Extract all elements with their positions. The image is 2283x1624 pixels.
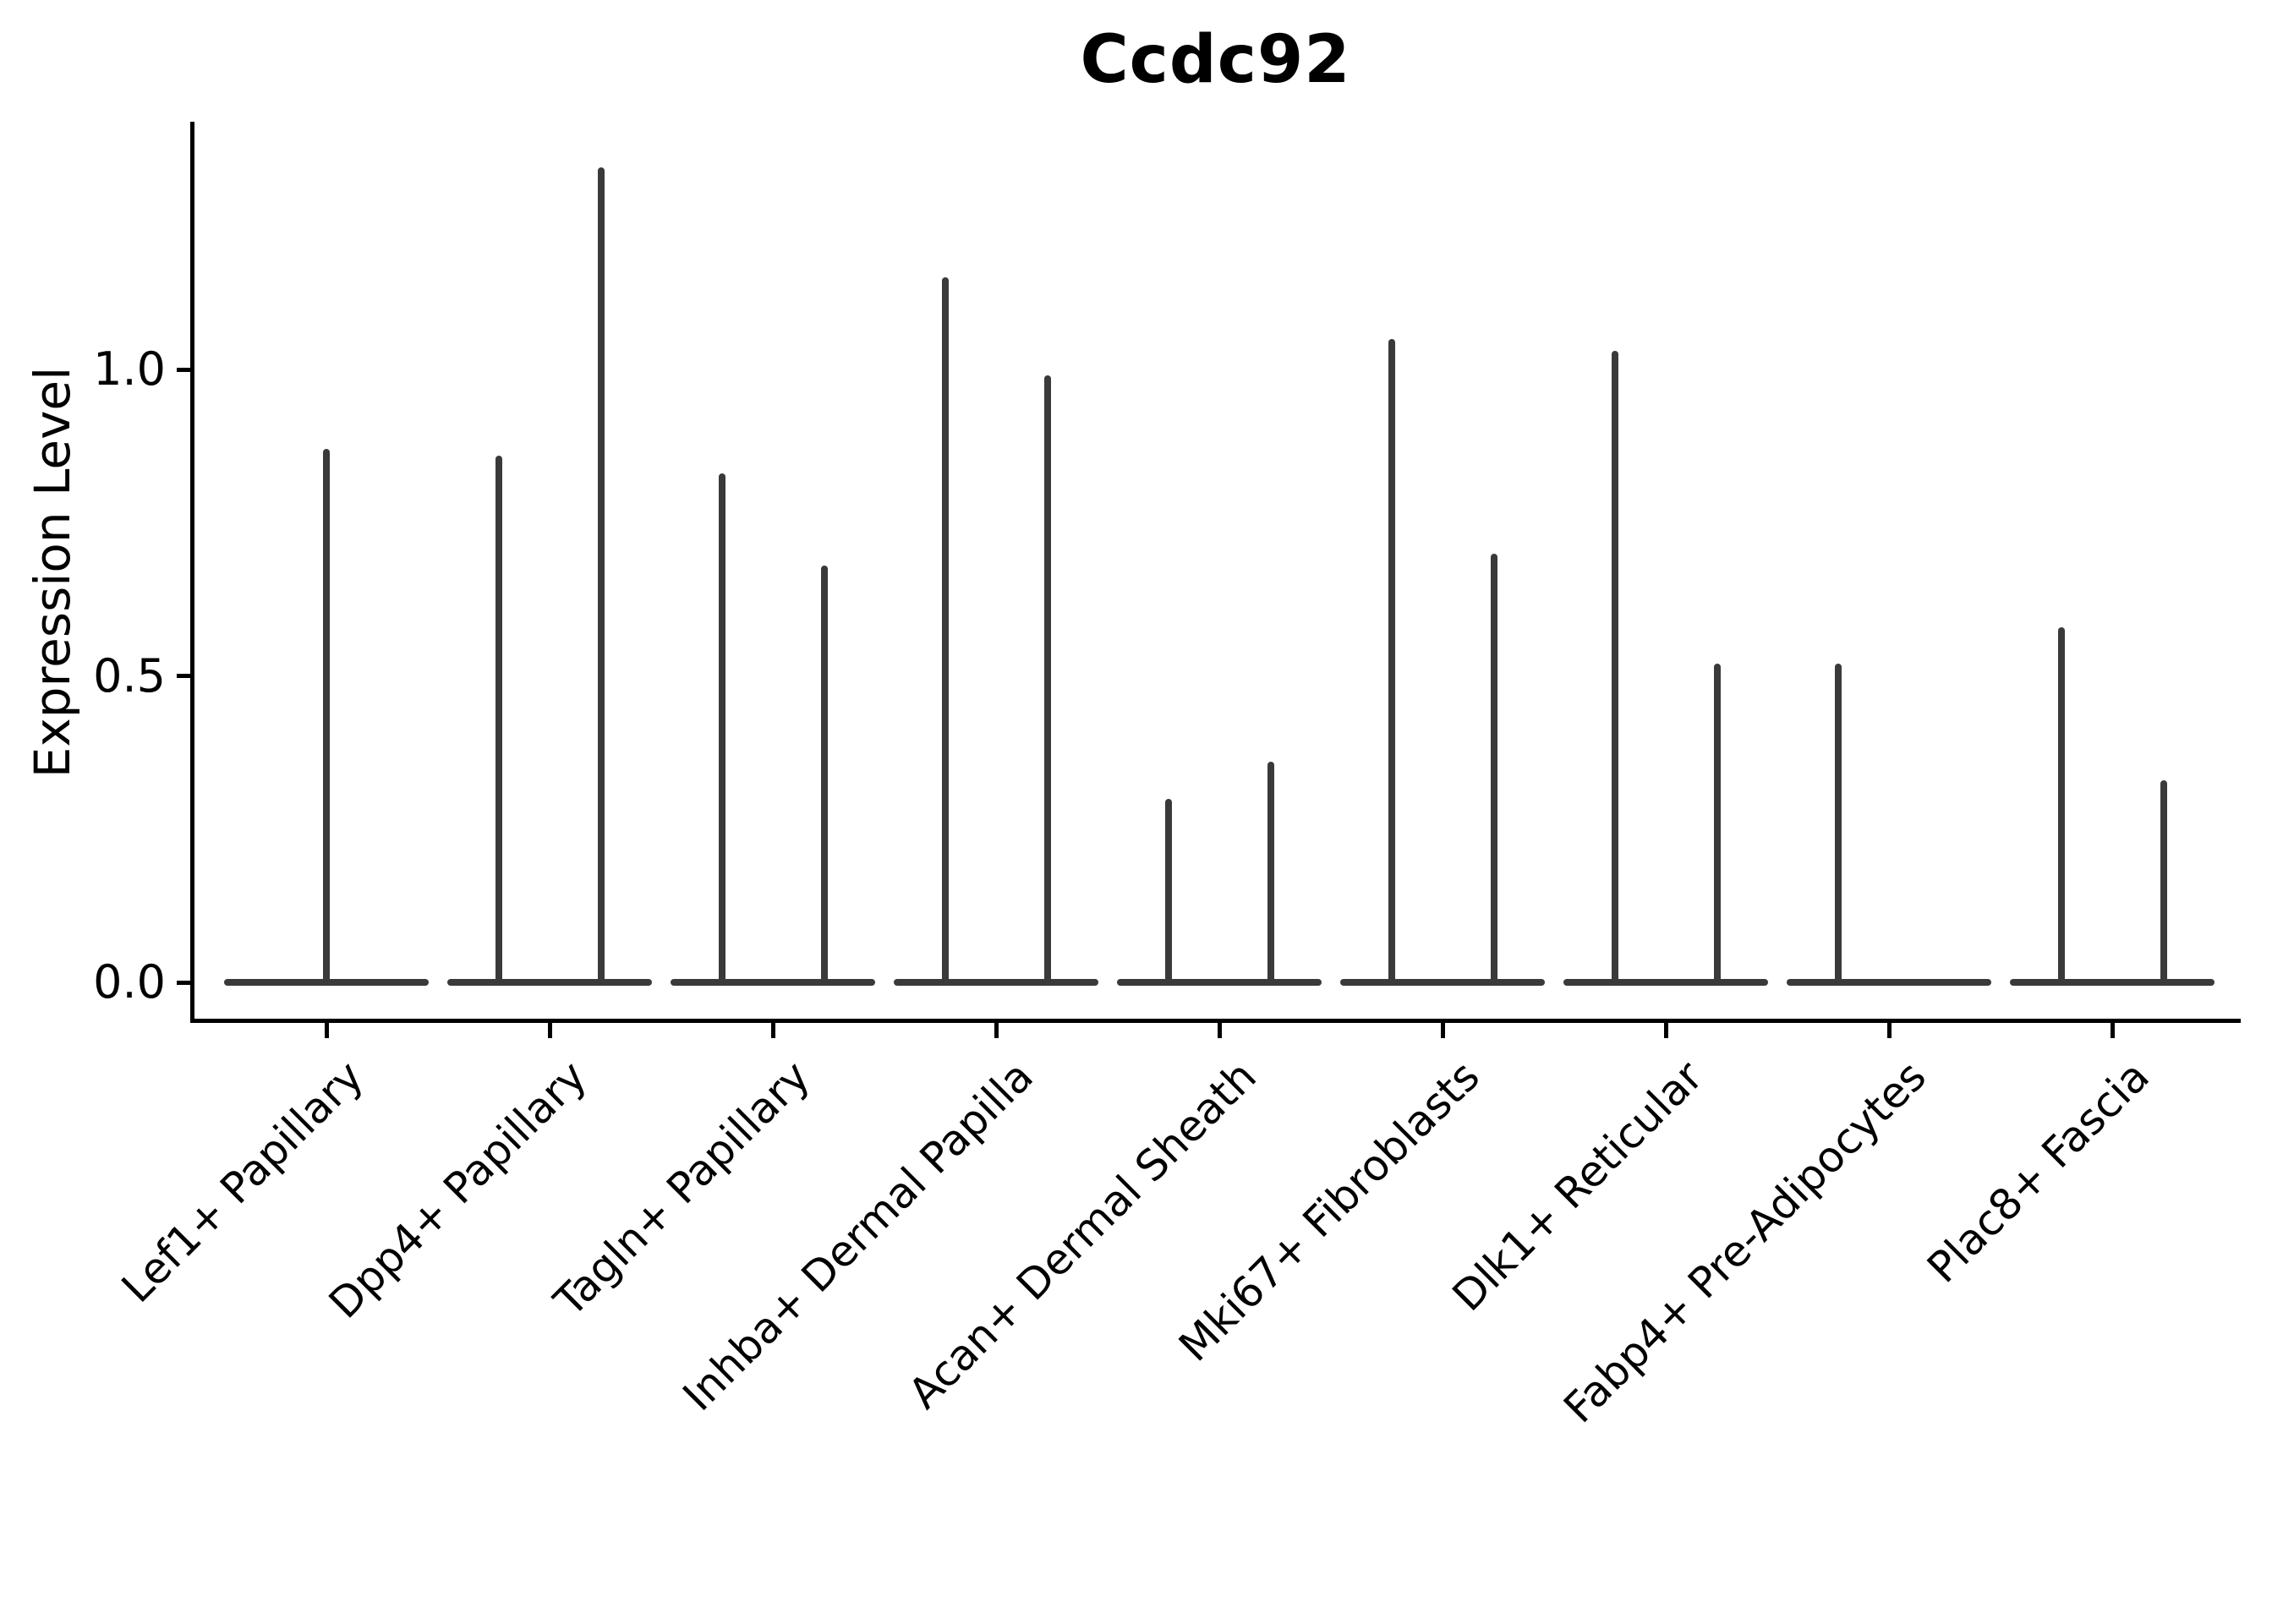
plot-area [190,122,2241,1023]
violin-baseline [2010,979,2215,986]
x-tick-mark [1440,1023,1445,1038]
violin-baseline [447,979,652,986]
violin-spike [2057,626,2065,986]
y-tick-label: 0.0 [93,955,166,1009]
violin-spike [718,473,725,986]
violin-spike [495,455,502,986]
y-tick-label: 0.5 [93,648,166,703]
violin-spike [1713,664,1721,986]
x-tick-mark [770,1023,775,1038]
x-tick-mark [1663,1023,1668,1038]
violin-baseline [1340,979,1545,986]
violin-spike [1043,375,1051,986]
x-tick-mark [1886,1023,1892,1038]
violin-baseline [1787,979,1991,986]
violin-spike [597,167,605,986]
y-tick-mark [177,367,190,372]
y-tick-mark [177,980,190,985]
x-tick-mark [324,1023,329,1038]
y-tick-mark [177,674,190,678]
y-axis-label-text: Expression Level [24,366,81,779]
violin-spike [1164,798,1172,986]
y-tick-label: 1.0 [93,342,166,396]
violin-spike [1388,338,1395,986]
violin-spike [323,449,330,986]
x-tick-mark [2110,1023,2115,1038]
violin-spike [1267,762,1274,986]
violin-spike [820,566,828,986]
violin-spike [1490,553,1497,986]
violin-spike [2160,779,2167,986]
violin-spike [1834,664,1842,986]
violin-baseline [1563,979,1768,986]
violin-spike [1611,351,1618,986]
x-tick-mark [1217,1023,1222,1038]
chart-title: Ccdc92 [1080,22,1351,98]
violin-baseline [671,979,875,986]
violin-spike [941,277,949,986]
x-tick-mark [547,1023,552,1038]
violin-baseline [1117,979,1322,986]
x-tick-mark [994,1023,999,1038]
violin-baseline [894,979,1098,986]
